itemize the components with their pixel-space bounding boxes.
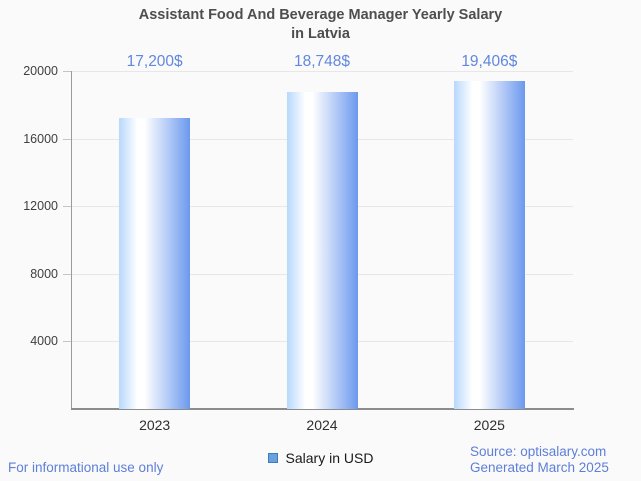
x-tick-label-2024: 2024: [306, 417, 338, 433]
x-tick-label-2023: 2023: [139, 417, 171, 433]
generated-text: Generated March 2025: [470, 459, 609, 475]
bar-2024: [286, 92, 358, 409]
y-tick-12000: [63, 206, 71, 208]
y-tick-20000: [63, 71, 71, 72]
legend-label: Salary in USD: [285, 450, 374, 466]
y-tick-4000: [63, 341, 71, 343]
y-tick-label-12000: 12000: [23, 199, 58, 214]
y-axis-line: [71, 71, 72, 409]
disclaimer-text: For informational use only: [8, 460, 164, 475]
chart-title: Assistant Food And Beverage Manager Year…: [138, 7, 503, 42]
gridline-20000: [71, 71, 573, 72]
source-block: Source: optisalary.com Generated March 2…: [470, 444, 609, 475]
value-label-2024: 18,748$: [293, 53, 351, 70]
y-tick-label-20000: 20000: [23, 64, 58, 78]
y-tick-label-16000: 16000: [23, 131, 58, 146]
x-tick-label-2025: 2025: [473, 417, 505, 433]
value-label-2023: 17,200$: [126, 53, 183, 70]
legend: Salary in USD: [0, 450, 641, 466]
source-text: Source: optisalary.com: [470, 444, 607, 459]
y-tick-8000: [63, 273, 71, 275]
bar-2025: [453, 81, 525, 409]
y-tick-16000: [63, 138, 71, 140]
y-tick-label-4000: 4000: [30, 334, 58, 349]
x-axis-line: [71, 408, 574, 410]
y-tick-label-8000: 8000: [30, 266, 58, 281]
bar-2023: [119, 118, 191, 409]
legend-swatch-icon: [267, 453, 278, 463]
value-label-2025: 19,406$: [461, 53, 518, 70]
